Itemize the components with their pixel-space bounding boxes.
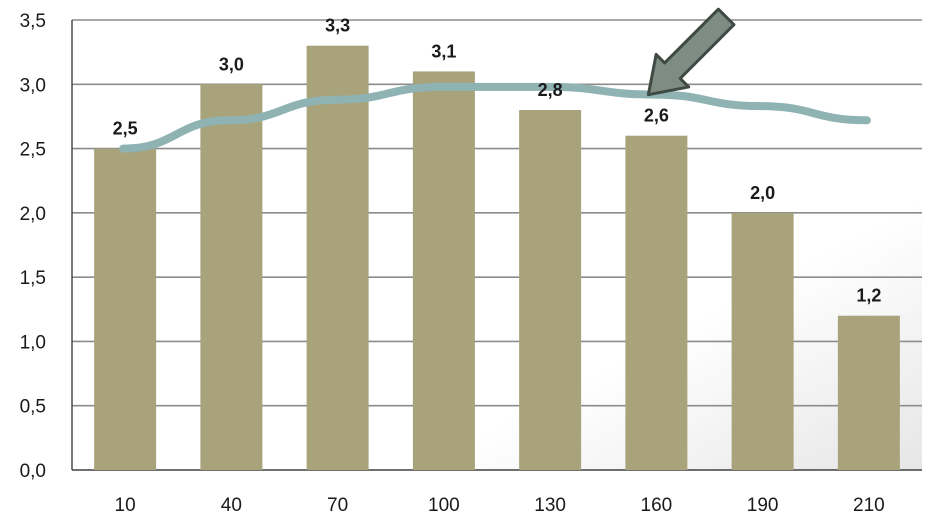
x-tick-label: 160 [641, 495, 673, 516]
trend-line-layer [119, 82, 871, 153]
bar [412, 71, 475, 470]
x-tick-label: 40 [221, 495, 242, 516]
annotation-arrow [646, 7, 736, 97]
y-tick-label: 0,0 [20, 461, 46, 482]
bar [519, 110, 582, 470]
x-tick-label: 130 [534, 495, 566, 516]
data-label: 2,0 [750, 183, 775, 203]
y-tick-label: 1,0 [20, 332, 46, 353]
data-label: 3,3 [325, 16, 350, 36]
x-tick-label: 100 [428, 495, 460, 516]
y-tick-label: 1,5 [20, 268, 46, 289]
bar [731, 212, 794, 470]
data-label: 2,6 [644, 106, 669, 126]
x-tick-label: 10 [115, 495, 136, 516]
y-tick-label: 0,5 [20, 397, 46, 418]
x-tick-label: 190 [747, 495, 779, 516]
y-tick-label: 3,0 [20, 75, 46, 96]
bar [200, 84, 263, 471]
data-label: 3,0 [219, 54, 244, 74]
x-axis-ticks: 10 40 70 100 130 160 190 210 [115, 495, 885, 516]
y-tick-label: 3,5 [20, 11, 46, 32]
y-axis-ticks: 0,0 0,5 1,0 1,5 2,0 2,5 3,0 3,5 [20, 11, 46, 482]
bars [94, 45, 900, 471]
bar [94, 148, 157, 471]
x-tick-label: 70 [327, 495, 348, 516]
bar [306, 45, 369, 470]
data-label: 1,2 [856, 286, 881, 306]
trend-line [119, 82, 871, 153]
x-tick-label: 210 [853, 495, 885, 516]
data-label: 2,5 [113, 119, 138, 139]
bar [625, 135, 688, 470]
data-labels: 2,5 3,0 3,3 3,1 2,8 2,6 2,0 1,2 [113, 16, 882, 306]
data-label: 3,1 [431, 41, 456, 61]
annotation-layer [646, 7, 736, 97]
y-tick-label: 2,0 [20, 204, 46, 225]
bar [837, 315, 900, 470]
y-tick-label: 2,5 [20, 140, 46, 161]
data-label: 2,8 [538, 80, 563, 100]
